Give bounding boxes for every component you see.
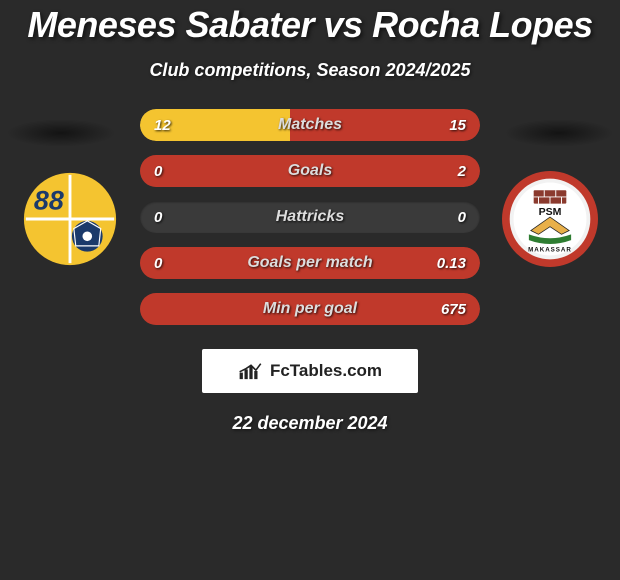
stat-bar-left bbox=[140, 109, 290, 141]
stats-area: 88 PSM MAKASSAR bbox=[0, 109, 620, 325]
badge-left-ball-center bbox=[82, 231, 92, 241]
stat-value-left: 0 bbox=[154, 201, 162, 233]
stat-bar-right bbox=[140, 293, 480, 325]
stat-label: Hattricks bbox=[140, 201, 480, 233]
badge-shadow-right bbox=[504, 119, 614, 147]
club-badge-right: PSM MAKASSAR bbox=[502, 171, 598, 267]
stat-row: Goals per match00.13 bbox=[140, 247, 480, 279]
stat-row: Goals02 bbox=[140, 155, 480, 187]
stat-row: Hattricks0 0 bbox=[140, 201, 480, 233]
club-badge-left: 88 bbox=[22, 171, 118, 267]
stat-bar-right bbox=[140, 247, 480, 279]
badge-left-number: 88 bbox=[34, 185, 64, 215]
stat-bar-right bbox=[290, 109, 480, 141]
bar-chart-icon bbox=[238, 361, 264, 381]
stat-rows: Matches1215 Goals02 Hattricks0 0 Goals per m… bbox=[140, 109, 480, 325]
badge-right-text-bottom: MAKASSAR bbox=[528, 247, 572, 254]
club-badge-right-svg: PSM MAKASSAR bbox=[502, 171, 598, 267]
badge-right-text-top: PSM bbox=[539, 206, 562, 218]
stat-row: Min per goal675 bbox=[140, 293, 480, 325]
brand-box[interactable]: FcTables.com bbox=[202, 349, 418, 393]
page-title: Meneses Sabater vs Rocha Lopes bbox=[0, 4, 620, 46]
stat-value-right: 0 bbox=[458, 201, 466, 233]
brand-text: FcTables.com bbox=[270, 361, 382, 381]
date-line: 22 december 2024 bbox=[0, 413, 620, 434]
club-badge-left-svg: 88 bbox=[22, 171, 118, 267]
comparison-card: Meneses Sabater vs Rocha Lopes Club comp… bbox=[0, 0, 620, 580]
badge-shadow-left bbox=[6, 119, 116, 147]
subtitle: Club competitions, Season 2024/2025 bbox=[0, 60, 620, 81]
stat-bar-right bbox=[140, 155, 480, 187]
stat-row: Matches1215 bbox=[140, 109, 480, 141]
